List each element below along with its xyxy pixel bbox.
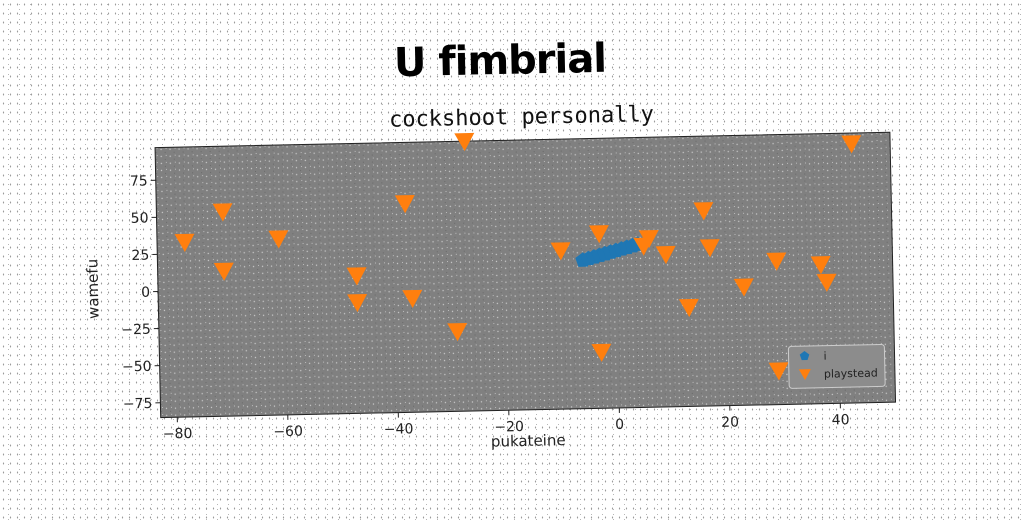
- x-tick-label: 40: [832, 412, 850, 428]
- x-tick-label: −80: [163, 426, 193, 443]
- y-tick-label: 75: [130, 173, 148, 189]
- plot-area: [155, 132, 895, 417]
- legend-label: playstead: [824, 367, 878, 381]
- x-tick-label: 20: [721, 414, 739, 430]
- y-axis-label: wamefu: [83, 259, 102, 319]
- y-tick-label: −75: [123, 396, 153, 413]
- chart-title: cockshoot personally: [389, 102, 654, 133]
- y-tick-label: 25: [131, 248, 149, 264]
- x-tick-label: −60: [273, 424, 303, 441]
- y-tick-label: 50: [131, 210, 149, 226]
- x-tick-label: −40: [384, 421, 414, 438]
- x-tick-label: 0: [615, 417, 624, 433]
- y-tick-label: 0: [141, 285, 150, 301]
- y-tick-label: −25: [121, 322, 151, 339]
- legend: i playstead: [788, 344, 885, 388]
- y-tick-label: −50: [122, 359, 152, 376]
- x-tick-label: −20: [494, 419, 524, 436]
- legend-label: i: [823, 350, 826, 363]
